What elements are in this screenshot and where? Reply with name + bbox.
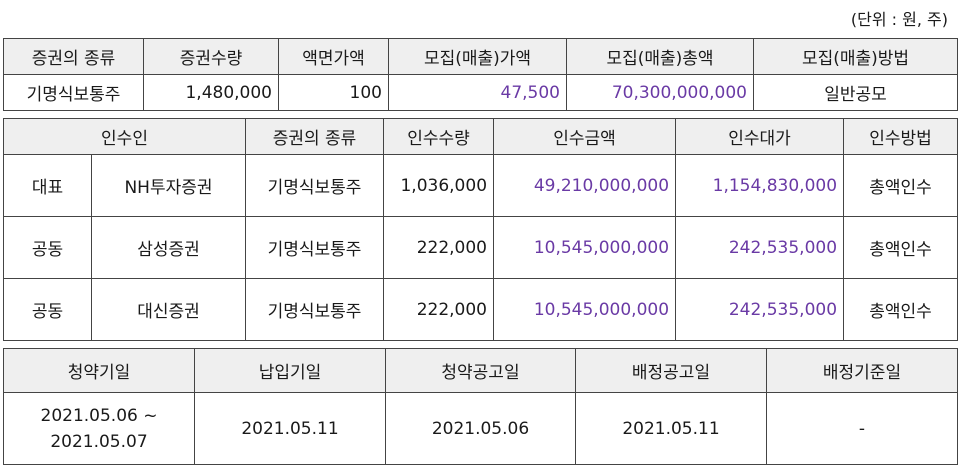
header-par-value: 액면가액 bbox=[278, 38, 389, 75]
header-quantity: 증권수량 bbox=[143, 38, 279, 75]
subscription-notice-date: 2021.05.06 bbox=[385, 392, 576, 465]
subscription-period: 2021.05.06 ~ 2021.05.07 bbox=[3, 392, 195, 465]
par-value: 100 bbox=[278, 74, 389, 111]
underwriters-table: 인수인 증권의 종류 인수수량 인수금액 인수대가 인수방법 대표 NH투자증권… bbox=[2, 118, 959, 341]
uw-name: 대신증권 bbox=[90, 278, 247, 341]
header-uw-amount: 인수금액 bbox=[493, 118, 677, 155]
securities-table: 증권의 종류 증권수량 액면가액 모집(매출)가액 모집(매출)총액 모집(매출… bbox=[3, 38, 958, 111]
header-offer-method: 모집(매출)방법 bbox=[753, 38, 958, 75]
table-row: 공동 삼성증권 기명식보통주 222,000 10,545,000,000 24… bbox=[3, 216, 959, 279]
subscription-start: 2021.05.06 ~ bbox=[40, 405, 158, 426]
uw-role: 대표 bbox=[3, 154, 92, 217]
unit-note: (단위 : 원, 주) bbox=[850, 10, 948, 29]
uw-fee: 242,535,000 bbox=[675, 278, 845, 341]
offer-price: 47,500 bbox=[388, 74, 567, 111]
header-subscription-date: 청약기일 bbox=[3, 348, 195, 393]
payment-date: 2021.05.11 bbox=[194, 392, 386, 465]
uw-security-type: 기명식보통주 bbox=[245, 154, 385, 217]
uw-method: 총액인수 bbox=[843, 154, 959, 217]
uw-quantity: 222,000 bbox=[383, 278, 495, 341]
header-security-type: 증권의 종류 bbox=[3, 38, 144, 75]
header-uw-security-type: 증권의 종류 bbox=[245, 118, 385, 155]
header-underwriter: 인수인 bbox=[2, 118, 247, 155]
allocation-base-date: - bbox=[766, 392, 958, 465]
uw-quantity: 1,036,000 bbox=[383, 154, 495, 217]
uw-method: 총액인수 bbox=[843, 216, 959, 279]
uw-quantity: 222,000 bbox=[383, 216, 495, 279]
uw-role: 공동 bbox=[3, 216, 92, 279]
table-row: 대표 NH투자증권 기명식보통주 1,036,000 49,210,000,00… bbox=[3, 154, 959, 217]
header-allocation-notice: 배정공고일 bbox=[575, 348, 767, 393]
uw-amount: 10,545,000,000 bbox=[493, 216, 677, 279]
securities-row: 기명식보통주 1,480,000 100 47,500 70,300,000,0… bbox=[3, 74, 958, 111]
securities-header-row: 증권의 종류 증권수량 액면가액 모집(매출)가액 모집(매출)총액 모집(매출… bbox=[3, 38, 958, 75]
schedule-table: 청약기일 납입기일 청약공고일 배정공고일 배정기준일 2021.05.06 ~… bbox=[3, 348, 958, 465]
offer-total: 70,300,000,000 bbox=[566, 74, 754, 111]
schedule-header-row: 청약기일 납입기일 청약공고일 배정공고일 배정기준일 bbox=[3, 348, 958, 393]
header-uw-method: 인수방법 bbox=[843, 118, 959, 155]
uw-amount: 49,210,000,000 bbox=[493, 154, 677, 217]
uw-name: NH투자증권 bbox=[90, 154, 247, 217]
header-uw-fee: 인수대가 bbox=[675, 118, 845, 155]
uw-security-type: 기명식보통주 bbox=[245, 278, 385, 341]
offer-method: 일반공모 bbox=[753, 74, 958, 111]
header-offer-total: 모집(매출)총액 bbox=[566, 38, 754, 75]
uw-method: 총액인수 bbox=[843, 278, 959, 341]
subscription-end: 2021.05.07 bbox=[50, 431, 148, 452]
underwriters-header-row: 인수인 증권의 종류 인수수량 인수금액 인수대가 인수방법 bbox=[2, 118, 959, 155]
allocation-notice-date: 2021.05.11 bbox=[575, 392, 767, 465]
uw-fee: 242,535,000 bbox=[675, 216, 845, 279]
security-quantity: 1,480,000 bbox=[143, 74, 279, 111]
uw-name: 삼성증권 bbox=[90, 216, 247, 279]
header-payment-date: 납입기일 bbox=[194, 348, 386, 393]
uw-fee: 1,154,830,000 bbox=[675, 154, 845, 217]
schedule-row: 2021.05.06 ~ 2021.05.07 2021.05.11 2021.… bbox=[3, 392, 958, 465]
header-allocation-base: 배정기준일 bbox=[766, 348, 958, 393]
uw-security-type: 기명식보통주 bbox=[245, 216, 385, 279]
table-row: 공동 대신증권 기명식보통주 222,000 10,545,000,000 24… bbox=[3, 278, 959, 341]
header-subscription-notice: 청약공고일 bbox=[385, 348, 576, 393]
uw-role: 공동 bbox=[3, 278, 92, 341]
uw-amount: 10,545,000,000 bbox=[493, 278, 677, 341]
header-uw-quantity: 인수수량 bbox=[383, 118, 495, 155]
header-offer-price: 모집(매출)가액 bbox=[388, 38, 567, 75]
security-type: 기명식보통주 bbox=[3, 74, 144, 111]
